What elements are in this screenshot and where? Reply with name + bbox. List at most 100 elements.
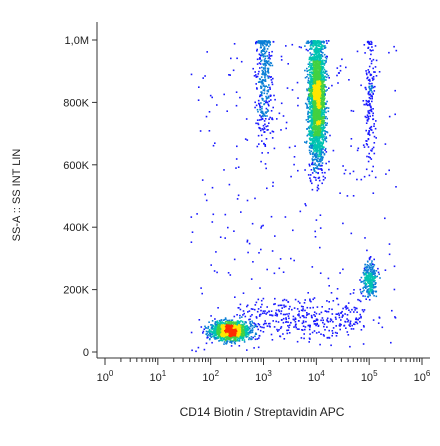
event-dot (312, 137, 315, 139)
event-dot (367, 110, 369, 112)
event-dot (256, 50, 258, 52)
event-dot (311, 160, 314, 162)
event-dot (320, 99, 322, 101)
event-dot (257, 40, 260, 42)
event-dot (306, 73, 309, 76)
event-dot (311, 117, 313, 119)
event-dot (308, 115, 311, 117)
event-dot (319, 43, 321, 45)
event-dot (369, 156, 371, 159)
event-dot (367, 100, 370, 102)
event-dot (259, 54, 262, 57)
event-dot (262, 71, 264, 74)
event-dot (307, 79, 310, 81)
event-dot (317, 145, 319, 147)
event-dot (368, 152, 370, 155)
event-dot (321, 46, 323, 48)
event-dot (375, 270, 378, 272)
event-dot (328, 285, 330, 287)
event-dot (230, 331, 232, 334)
event-dot (368, 71, 370, 74)
event-dot (263, 127, 265, 129)
event-dot (265, 100, 267, 102)
event-dot (318, 158, 321, 161)
event-dot (223, 328, 226, 330)
event-dot (304, 309, 306, 312)
event-dot (223, 324, 226, 326)
event-dot (257, 81, 260, 83)
event-dot (259, 63, 262, 65)
event-dot (370, 60, 373, 62)
event-dot (230, 342, 233, 344)
event-dot (331, 84, 333, 87)
event-dot (325, 61, 327, 63)
event-dot (374, 282, 377, 284)
event-dot (317, 116, 319, 119)
event-dot (320, 73, 322, 75)
event-dot (319, 41, 321, 43)
event-dot (243, 341, 246, 343)
event-dot (234, 338, 237, 340)
event-dot (263, 79, 266, 82)
event-dot (237, 327, 239, 330)
event-dot (321, 107, 323, 110)
event-dot (254, 335, 256, 338)
event-dot (258, 41, 261, 44)
event-dot (210, 336, 213, 338)
event-dot (230, 321, 233, 324)
event-dot (275, 312, 277, 314)
event-dot (311, 188, 314, 191)
event-dot (311, 331, 314, 334)
event-dot (378, 273, 380, 275)
event-dot (274, 297, 276, 300)
event-dot (314, 158, 316, 161)
event-dot (315, 152, 318, 155)
event-dot (319, 151, 322, 153)
event-dot (320, 80, 322, 82)
event-dot (317, 86, 319, 89)
event-dot (312, 63, 315, 65)
event-dot (308, 58, 311, 61)
event-dot (307, 96, 309, 99)
event-dot (261, 326, 263, 329)
event-dot (377, 271, 380, 274)
event-dot (249, 329, 252, 332)
event-dot (233, 325, 236, 327)
event-dot (237, 335, 240, 338)
event-dot (320, 149, 323, 152)
event-dot (372, 286, 375, 289)
event-dot (316, 167, 319, 170)
event-dot (365, 286, 367, 289)
event-dot (311, 161, 314, 164)
event-dot (367, 288, 370, 290)
event-dot (224, 326, 227, 329)
event-dot (316, 47, 318, 50)
event-dot (314, 146, 316, 148)
event-dot (319, 55, 322, 57)
event-dot (316, 80, 319, 83)
event-dot (259, 104, 261, 107)
event-dot (369, 105, 372, 108)
event-dot (307, 116, 310, 118)
event-dot (310, 84, 312, 87)
event-dot (309, 125, 311, 127)
event-dot (370, 95, 372, 97)
event-dot (315, 146, 318, 148)
event-dot (213, 270, 216, 272)
event-dot (264, 66, 267, 68)
event-dot (315, 73, 317, 75)
event-dot (312, 106, 315, 108)
event-dot (368, 268, 370, 271)
event-dot (366, 290, 368, 292)
event-dot (313, 297, 316, 299)
event-dot (262, 85, 265, 87)
event-dot (205, 330, 208, 333)
event-dot (345, 305, 347, 307)
event-dot (341, 58, 343, 61)
event-dot (247, 251, 249, 254)
event-dot (312, 80, 314, 83)
event-dot (321, 138, 324, 141)
event-dot (314, 51, 317, 53)
event-dot (311, 144, 314, 147)
event-dot (321, 98, 324, 101)
